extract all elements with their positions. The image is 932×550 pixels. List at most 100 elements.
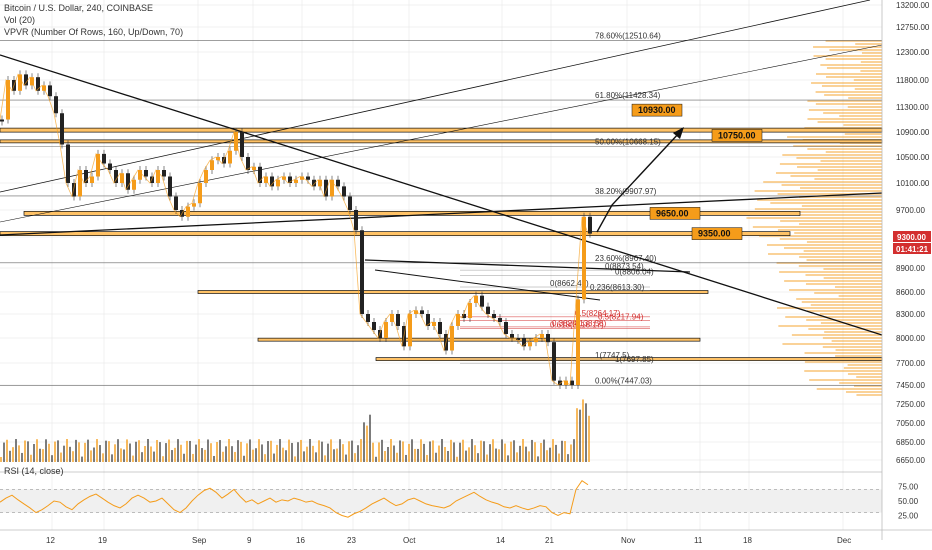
volume-bar [489, 444, 491, 462]
volume-bar [261, 444, 263, 462]
vpvr-bar [790, 175, 882, 177]
volume-bar [453, 442, 455, 462]
volume-bar [153, 452, 155, 462]
rsi-band [0, 489, 882, 512]
volume-bar [393, 446, 395, 462]
volume-bar [15, 439, 17, 462]
volume-bar [99, 445, 101, 462]
volume-bar [150, 446, 152, 462]
vpvr-bar [845, 133, 882, 135]
callout-label: 10750.00 [718, 130, 756, 140]
volume-bar [384, 451, 386, 462]
volume-bar [441, 439, 443, 462]
volume-bar [567, 454, 569, 462]
volume-bar [66, 439, 68, 462]
volume-bar [522, 439, 524, 462]
volume-bar [408, 444, 410, 462]
vpvr-bar [779, 271, 882, 273]
volume-bar [507, 455, 509, 462]
candle-body [480, 296, 484, 307]
vpvr-bar [835, 286, 882, 288]
volume-bar [387, 447, 389, 462]
y-tick: 8900.00 [896, 264, 925, 273]
volume-bar [249, 439, 251, 462]
vpvr-bar [816, 91, 882, 93]
volume-bar [516, 452, 518, 462]
volume-bar [282, 448, 284, 462]
vpvr-bar [755, 190, 882, 192]
vpvr-bar [746, 217, 882, 219]
volume-bar [216, 442, 218, 462]
volume-bar [264, 454, 266, 462]
volume-bar [243, 456, 245, 462]
volume-bar [288, 440, 290, 462]
vpvr-bar [818, 169, 882, 171]
volume-bar [510, 442, 512, 462]
x-tick: 19 [98, 536, 107, 545]
volume-bar [105, 441, 107, 462]
volume-legend[interactable]: Vol (20) [4, 14, 35, 26]
volume-bar [561, 441, 563, 462]
volume-bar [540, 443, 542, 462]
fib-inner-label: 1(7697.85) [615, 355, 654, 364]
volume-bar [501, 439, 503, 462]
y-tick: 7700.00 [896, 359, 925, 368]
fib-label: 38.20%(9907.97) [595, 187, 657, 196]
y-tick: 11800.00 [896, 76, 929, 85]
volume-bar [300, 440, 302, 462]
volume-bar [564, 441, 566, 462]
volume-bar [24, 441, 26, 462]
candle-body [270, 177, 274, 187]
vpvr-bar [839, 115, 882, 117]
vpvr-bar [782, 184, 882, 186]
fib-inner-label: 0.236(8613.30) [590, 283, 645, 292]
vpvr-bar [848, 373, 882, 375]
candle-body [552, 342, 556, 380]
vpvr-bar [807, 241, 882, 243]
volume-bar [198, 439, 200, 462]
volume-bar [180, 445, 182, 462]
volume-bar [255, 448, 257, 462]
vpvr-legend[interactable]: VPVR (Number Of Rows, 160, Up/Down, 70) [4, 26, 183, 38]
candle-body [510, 334, 514, 338]
volume-bar [42, 449, 44, 462]
volume-bar [399, 440, 401, 462]
vpvr-bar [848, 364, 882, 366]
candle-body [240, 132, 244, 157]
vpvr-bar [816, 73, 882, 75]
vpvr-bar [823, 268, 882, 270]
x-tick: Dec [837, 536, 851, 545]
volume-bar [351, 441, 353, 462]
volume-bar [576, 408, 578, 462]
volume-bar [579, 410, 581, 462]
y-tick: 6850.00 [896, 438, 925, 447]
vpvr-bar [826, 58, 882, 60]
volume-bar [333, 449, 335, 462]
candle-body [18, 74, 22, 90]
volume-bar [276, 445, 278, 462]
candle-body [138, 170, 142, 180]
volume-bar [336, 449, 338, 462]
volume-bar [234, 452, 236, 462]
vpvr-bar [814, 292, 882, 294]
vpvr-bar [811, 82, 882, 84]
vpvr-bar [808, 328, 882, 330]
sr-zone [258, 338, 700, 341]
volume-bar [174, 448, 176, 462]
volume-bar [51, 455, 53, 462]
volume-bar [69, 447, 71, 462]
volume-bar [156, 440, 158, 462]
rsi-tick: 25.00 [898, 512, 919, 521]
volume-bar [219, 440, 221, 462]
volume-bar [438, 446, 440, 462]
volume-bar [0, 457, 2, 462]
volume-bar [429, 441, 431, 462]
vpvr-bar [826, 76, 882, 78]
vpvr-bar [802, 301, 882, 303]
candle-body [90, 177, 94, 184]
vpvr-bar [796, 157, 882, 159]
volume-bar [159, 442, 161, 462]
rsi-legend[interactable]: RSI (14, close) [4, 466, 64, 476]
vpvr-bar [796, 298, 882, 300]
